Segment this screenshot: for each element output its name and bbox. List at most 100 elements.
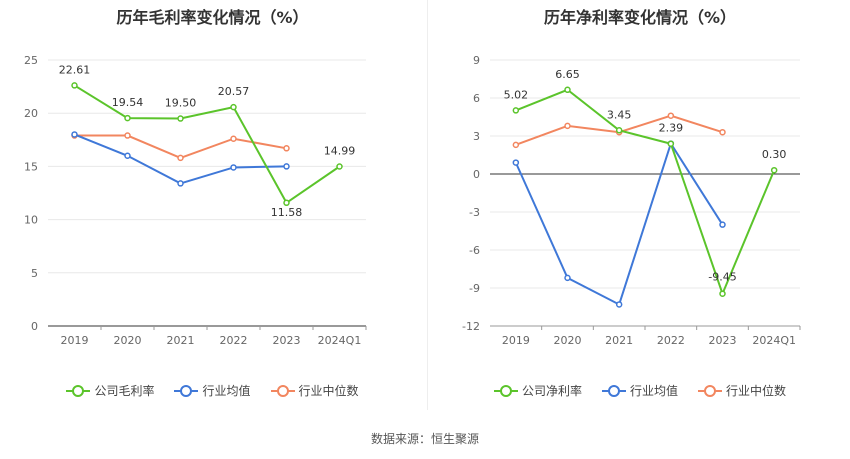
data-point (124, 152, 131, 160)
data-point (615, 127, 623, 134)
x-tick-label: 2022 (220, 334, 248, 347)
data-point (564, 122, 571, 130)
data-point (230, 135, 237, 142)
y-tick-label: 20 (24, 107, 38, 120)
data-point (230, 103, 237, 111)
legend-item-industry_avg[interactable]: 行业均值 (174, 382, 251, 399)
legend-swatch-icon (601, 384, 626, 397)
data-label: 2.39 (659, 122, 684, 135)
y-tick-label: -6 (469, 244, 480, 257)
y-tick-label: 5 (31, 267, 38, 280)
x-tick-label: 2023 (709, 334, 737, 347)
data-point (177, 180, 184, 187)
y-tick-label: 9 (473, 54, 480, 67)
legend-dot (704, 384, 716, 397)
legend-label: 行业均值 (629, 384, 678, 398)
data-point (719, 128, 726, 136)
series-line-industry_avg (514, 141, 724, 306)
data-point (719, 290, 726, 297)
data-point (667, 112, 675, 119)
x-tick-label: 2023 (273, 334, 301, 347)
gross-margin-title: 历年毛利率变化情况（%） (116, 8, 309, 27)
legend-dot (72, 384, 85, 397)
data-label: 0.30 (762, 148, 787, 161)
data-label: 5.02 (504, 88, 528, 101)
legend-item-industry_avg[interactable]: 行业均值 (601, 382, 678, 399)
data-point (230, 164, 237, 171)
y-tick-label: 6 (473, 92, 480, 105)
y-tick-label: 3 (473, 130, 480, 143)
data-point (770, 166, 778, 174)
data-point (124, 132, 131, 139)
data-point (336, 163, 343, 170)
data-source: 数据来源：恒生聚源 (370, 432, 479, 446)
data-point (564, 274, 571, 282)
data-label: 11.58 (271, 206, 303, 219)
x-tick-label: 2022 (657, 334, 685, 347)
data-point (177, 115, 184, 122)
y-tick-label: -12 (462, 320, 480, 333)
x-tick-label: 2019 (61, 334, 89, 347)
series-line-company (515, 88, 776, 297)
data-point (719, 221, 726, 228)
data-point (283, 199, 290, 207)
data-point (283, 163, 290, 170)
data-label: 14.99 (324, 145, 356, 158)
data-point (512, 141, 520, 149)
legend-label: 行业中位数 (298, 384, 359, 398)
y-tick-label: 0 (31, 320, 38, 333)
data-point (283, 145, 290, 152)
x-tick-label: 2021 (167, 334, 195, 347)
y-tick-label: 25 (24, 54, 38, 67)
data-point (124, 114, 131, 122)
data-label: 19.54 (112, 96, 144, 109)
gross-margin-chart: 0 5 10 15 20 25 2019 2020 2021 2022 2023 2024Q1 22.6… (24, 54, 367, 347)
panel-divider (427, 0, 428, 410)
legend-swatch-icon (698, 384, 722, 397)
legend-swatch-icon (270, 384, 295, 397)
y-tick-label: 0 (473, 168, 480, 181)
legend-item-company[interactable]: 公司毛利率 (66, 382, 154, 399)
x-tick-label: 2020 (554, 334, 582, 347)
net-margin-title: 历年净利率变化情况（%） (543, 8, 737, 27)
data-point (512, 159, 520, 166)
y-tick-label: 15 (24, 160, 38, 173)
data-label: 19.50 (165, 97, 197, 110)
data-point (564, 86, 571, 94)
legend-item-industry_median[interactable]: 行业中位数 (698, 382, 786, 399)
legend-swatch-icon (493, 384, 518, 397)
net-margin-legend: 公司净利率 行业均值 行业中位数 (430, 382, 850, 399)
data-label: 20.57 (218, 85, 250, 98)
x-tick-label: 2024Q1 (318, 334, 362, 347)
y-tick-label: -9 (469, 282, 480, 295)
net-margin-chart: -12 -9 -6 -3 0 3 6 9 2019 2020 2021 2022 2023 2024Q1 5… (462, 54, 801, 347)
data-label: 6.65 (555, 68, 580, 81)
legend-label: 公司净利率 (521, 384, 582, 398)
series-line-company (73, 84, 341, 205)
data-label: 22.61 (59, 63, 91, 76)
data-point (615, 301, 623, 308)
legend-label: 行业中位数 (726, 384, 787, 398)
legend-swatch-icon (66, 384, 91, 397)
data-point (512, 107, 520, 114)
legend-dot (276, 384, 289, 397)
x-tick-label: 2020 (114, 334, 142, 347)
data-point (667, 140, 675, 147)
net-margin-panel: 历年净利率变化情况（%） -12 -9 -6 -3 0 3 6 9 2019 2020 2021 20… (430, 0, 850, 420)
legend-item-industry_median[interactable]: 行业中位数 (270, 382, 359, 399)
data-point (71, 131, 78, 138)
legend-dot (607, 384, 620, 397)
legend-dot (180, 384, 193, 397)
x-tick-label: 2024Q1 (752, 334, 796, 347)
gross-margin-panel: 历年毛利率变化情况（%） 0 5 10 15 20 25 2019 2020 2021 2022 2… (0, 0, 425, 420)
x-tick-label: 2019 (502, 334, 530, 347)
gross-margin-legend: 公司毛利率 行业均值 行业中位数 (0, 382, 425, 399)
data-label: 3.45 (607, 108, 632, 121)
y-tick-label: -3 (469, 206, 480, 219)
data-point (71, 82, 78, 89)
legend-item-company[interactable]: 公司净利率 (493, 382, 582, 399)
legend-label: 行业均值 (202, 384, 251, 398)
x-tick-label: 2021 (605, 334, 633, 347)
data-label: -9.45 (708, 271, 736, 284)
y-tick-label: 10 (24, 214, 38, 227)
